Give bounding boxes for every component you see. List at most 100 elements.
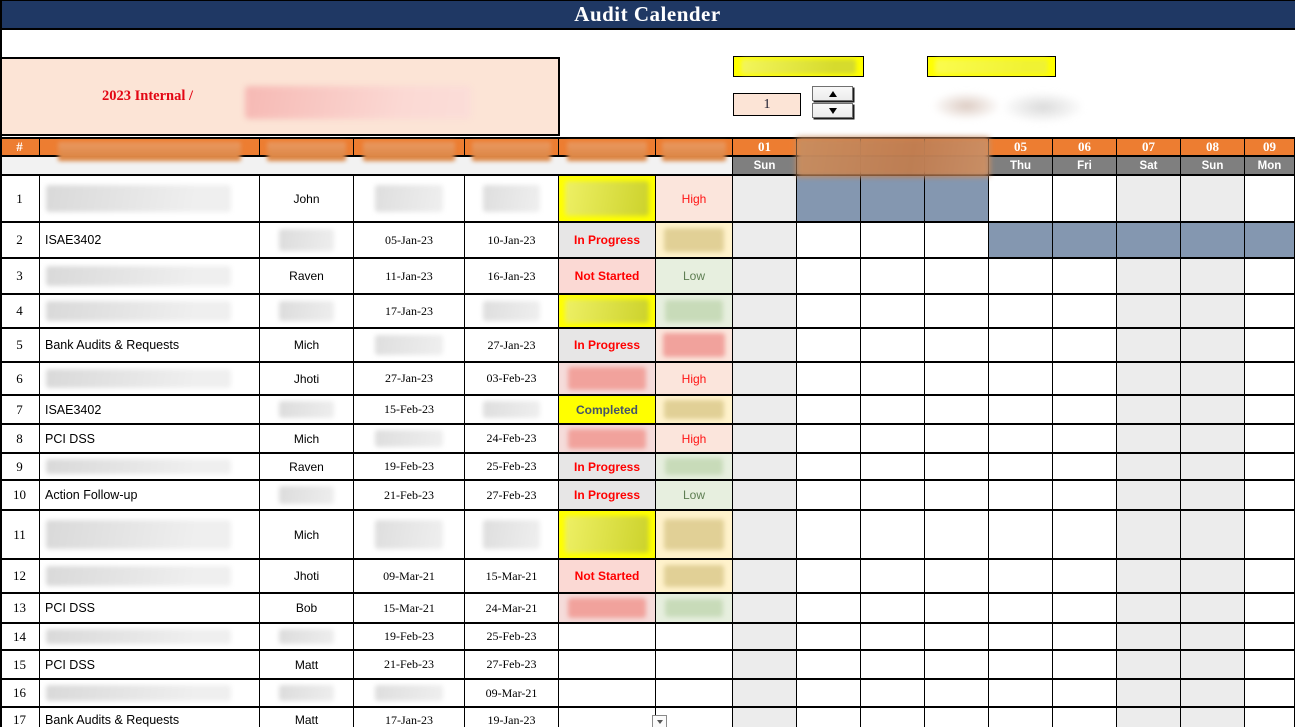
calendar-day-cell[interactable]	[797, 624, 861, 651]
audit-name-cell[interactable]	[40, 511, 260, 560]
calendar-day-cell[interactable]	[797, 594, 861, 624]
highlight-field-2[interactable]	[927, 56, 1056, 77]
start-date-cell[interactable]: 15-Feb-23	[354, 396, 465, 425]
status-cell[interactable]	[559, 176, 656, 223]
calendar-day-cell[interactable]	[925, 223, 989, 259]
calendar-date-header[interactable]: 05	[989, 137, 1053, 157]
auditor-cell[interactable]: John	[260, 176, 354, 223]
calendar-day-cell[interactable]	[797, 425, 861, 454]
calendar-day-cell[interactable]	[733, 396, 797, 425]
calendar-day-cell[interactable]	[797, 396, 861, 425]
calendar-day-cell[interactable]	[1053, 651, 1117, 680]
calendar-day-cell[interactable]	[797, 295, 861, 329]
row-number-cell[interactable]: 9	[0, 454, 40, 481]
calendar-day-cell[interactable]	[989, 454, 1053, 481]
calendar-day-cell[interactable]	[861, 511, 925, 560]
calendar-day-cell[interactable]	[861, 295, 925, 329]
calendar-day-cell[interactable]	[797, 481, 861, 511]
calendar-day-cell[interactable]	[1117, 425, 1181, 454]
calendar-day-cell[interactable]	[1117, 511, 1181, 560]
column-header-start-date[interactable]	[354, 137, 465, 161]
auditor-cell[interactable]	[260, 223, 354, 259]
calendar-day-cell[interactable]	[1053, 708, 1117, 727]
calendar-day-cell[interactable]	[733, 560, 797, 594]
criticality-cell[interactable]	[656, 396, 733, 425]
calendar-day-cell[interactable]	[1117, 329, 1181, 363]
calendar-day-cell[interactable]	[1053, 425, 1117, 454]
calendar-day-cell[interactable]	[1245, 425, 1295, 454]
status-cell[interactable]: Not Started	[559, 560, 656, 594]
start-date-cell[interactable]: 21-Feb-23	[354, 651, 465, 680]
calendar-day-cell[interactable]	[989, 295, 1053, 329]
start-date-cell[interactable]: 21-Feb-23	[354, 481, 465, 511]
audit-name-cell[interactable]: PCI DSS	[40, 651, 260, 680]
auditor-cell[interactable]: Raven	[260, 259, 354, 295]
status-cell[interactable]	[559, 651, 656, 680]
end-date-cell[interactable]: 24-Feb-23	[465, 425, 559, 454]
calendar-day-cell[interactable]	[989, 511, 1053, 560]
column-header-status[interactable]	[559, 137, 656, 161]
start-date-cell[interactable]: 05-Jan-23	[354, 223, 465, 259]
start-date-cell[interactable]: 17-Jan-23	[354, 708, 465, 727]
calendar-day-cell[interactable]	[1053, 259, 1117, 295]
audit-name-cell[interactable]: PCI DSS	[40, 425, 260, 454]
start-date-cell[interactable]: 27-Jan-23	[354, 363, 465, 396]
calendar-day-cell[interactable]	[925, 680, 989, 708]
audit-name-cell[interactable]	[40, 176, 260, 223]
calendar-date-header[interactable]: 08	[1181, 137, 1245, 157]
calendar-day-cell[interactable]	[925, 295, 989, 329]
calendar-day-cell[interactable]	[1245, 680, 1295, 708]
calendar-day-header[interactable]: Fri	[1053, 157, 1117, 176]
calendar-day-cell[interactable]	[1245, 560, 1295, 594]
calendar-day-cell[interactable]	[861, 594, 925, 624]
calendar-day-header[interactable]: Sat	[1117, 157, 1181, 176]
calendar-day-cell[interactable]	[1053, 454, 1117, 481]
calendar-day-cell[interactable]	[1181, 511, 1245, 560]
calendar-day-cell[interactable]	[1053, 680, 1117, 708]
calendar-day-cell[interactable]	[733, 481, 797, 511]
status-cell[interactable]	[559, 680, 656, 708]
calendar-day-header[interactable]: Sun	[733, 157, 797, 176]
calendar-day-cell[interactable]	[1053, 295, 1117, 329]
audit-name-cell[interactable]: Action Follow-up	[40, 481, 260, 511]
status-cell[interactable]: In Progress	[559, 481, 656, 511]
calendar-day-cell[interactable]	[1245, 176, 1295, 223]
criticality-cell[interactable]: Low	[656, 481, 733, 511]
auditor-cell[interactable]: Bob	[260, 594, 354, 624]
start-date-cell[interactable]	[354, 329, 465, 363]
calendar-day-cell[interactable]	[925, 624, 989, 651]
calendar-day-cell[interactable]	[1181, 396, 1245, 425]
calendar-day-cell[interactable]	[1117, 454, 1181, 481]
status-cell[interactable]: In Progress	[559, 329, 656, 363]
start-date-cell[interactable]	[354, 680, 465, 708]
auditor-cell[interactable]: Jhoti	[260, 363, 354, 396]
calendar-day-cell[interactable]	[1053, 481, 1117, 511]
audit-name-cell[interactable]: Bank Audits & Requests	[40, 708, 260, 727]
row-number-cell[interactable]: 5	[0, 329, 40, 363]
criticality-cell[interactable]	[656, 329, 733, 363]
calendar-date-header[interactable]: 06	[1053, 137, 1117, 157]
start-date-cell[interactable]	[354, 176, 465, 223]
row-number-cell[interactable]: 6	[0, 363, 40, 396]
audit-name-cell[interactable]	[40, 624, 260, 651]
audit-name-cell[interactable]	[40, 295, 260, 329]
calendar-day-cell[interactable]	[925, 396, 989, 425]
calendar-day-cell[interactable]	[1245, 651, 1295, 680]
calendar-day-cell[interactable]	[861, 680, 925, 708]
calendar-day-cell[interactable]	[925, 511, 989, 560]
calendar-day-cell[interactable]	[925, 560, 989, 594]
start-date-cell[interactable]: 19-Feb-23	[354, 624, 465, 651]
calendar-day-cell[interactable]	[1245, 454, 1295, 481]
gantt-bar-cell[interactable]	[925, 176, 989, 223]
gantt-bar-cell[interactable]	[1053, 223, 1117, 259]
calendar-day-cell[interactable]	[861, 329, 925, 363]
calendar-day-cell[interactable]	[797, 651, 861, 680]
status-cell[interactable]	[559, 624, 656, 651]
calendar-day-cell[interactable]	[733, 363, 797, 396]
spinner-down-button[interactable]	[812, 103, 853, 118]
calendar-day-cell[interactable]	[861, 396, 925, 425]
calendar-day-cell[interactable]	[861, 624, 925, 651]
start-date-cell[interactable]: 09-Mar-21	[354, 560, 465, 594]
calendar-day-cell[interactable]	[989, 560, 1053, 594]
gantt-bar-cell[interactable]	[861, 176, 925, 223]
